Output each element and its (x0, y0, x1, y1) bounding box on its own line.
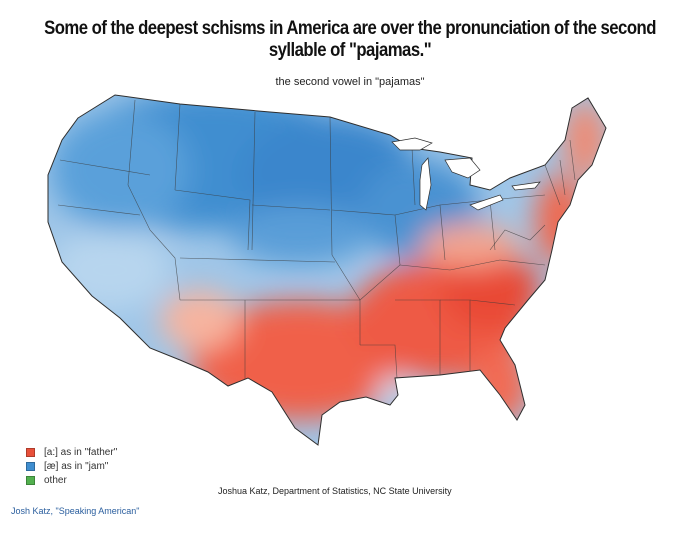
credit-line: Joshua Katz, Department of Statistics, N… (218, 486, 452, 496)
legend-swatch-father (26, 447, 35, 457)
legend-label: [a:] as in "father" (44, 446, 118, 458)
legend-item-jam: [æ] as in "jam" (26, 459, 117, 473)
legend-label: other (44, 474, 67, 486)
legend: [a:] as in "father" [æ] as in "jam" othe… (26, 445, 117, 487)
legend-swatch-jam (26, 461, 35, 471)
source-link[interactable]: Josh Katz, "Speaking American" (11, 506, 140, 516)
legend-label: [æ] as in "jam" (44, 460, 109, 472)
great-lakes (391, 137, 541, 211)
legend-item-father: [a:] as in "father" (26, 445, 117, 459)
map-title: the second vowel in "pajamas" (275, 76, 425, 88)
headline: Some of the deepest schisms in America a… (44, 18, 656, 61)
map-surface (48, 95, 606, 445)
legend-swatch-other (26, 475, 35, 485)
legend-item-other: other (26, 473, 117, 487)
